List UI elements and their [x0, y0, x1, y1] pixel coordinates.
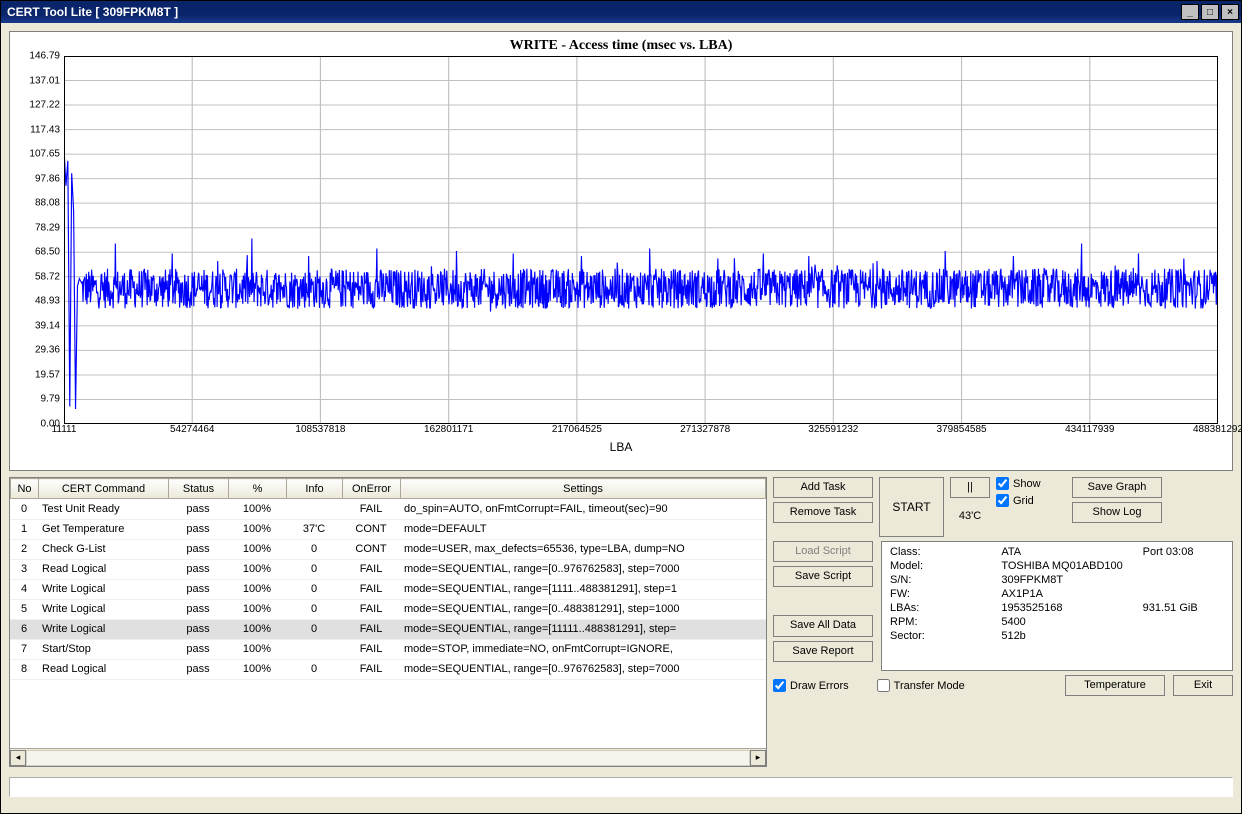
- pause-button[interactable]: ||: [950, 477, 990, 498]
- remove-task-button[interactable]: Remove Task: [773, 502, 873, 523]
- table-row[interactable]: 3Read Logicalpass100%0FAILmode=SEQUENTIA…: [10, 559, 766, 579]
- chart-title: WRITE - Access time (msec vs. LBA): [20, 38, 1222, 54]
- scroll-right-icon[interactable]: ▸: [750, 750, 766, 766]
- plot-area: 0.009.7919.5729.3639.1448.9358.7268.5078…: [64, 56, 1218, 424]
- load-script-button[interactable]: Load Script: [773, 541, 873, 562]
- table-row[interactable]: 2Check G-Listpass100%0CONTmode=USER, max…: [10, 539, 766, 559]
- maximize-button[interactable]: □: [1201, 4, 1219, 20]
- column-header[interactable]: No: [11, 479, 39, 499]
- add-task-button[interactable]: Add Task: [773, 477, 873, 498]
- transfer-mode-checkbox[interactable]: Transfer Mode: [877, 679, 965, 692]
- grid-checkbox[interactable]: Grid: [996, 494, 1066, 507]
- column-header[interactable]: Info: [287, 479, 343, 499]
- y-axis-labels: 0.009.7919.5729.3639.1448.9358.7268.5078…: [20, 56, 62, 424]
- titlebar: CERT Tool Lite [ 309FPKM8T ] _ □ ×: [1, 1, 1241, 23]
- show-log-button[interactable]: Show Log: [1072, 502, 1162, 523]
- x-axis-title: LBA: [20, 440, 1222, 454]
- control-panel: Add Task Remove Task START || 43'C Show …: [773, 477, 1233, 767]
- minimize-button[interactable]: _: [1181, 4, 1199, 20]
- temperature-display: 43'C: [950, 502, 990, 522]
- column-header[interactable]: %: [229, 479, 287, 499]
- chart-panel: WRITE - Access time (msec vs. LBA) 0.009…: [9, 31, 1233, 471]
- start-button[interactable]: START: [879, 477, 944, 537]
- progress-bar: [9, 777, 1233, 797]
- exit-button[interactable]: Exit: [1173, 675, 1233, 696]
- close-button[interactable]: ×: [1221, 4, 1239, 20]
- save-all-data-button[interactable]: Save All Data: [773, 615, 873, 636]
- horizontal-scrollbar[interactable]: ◂ ▸: [10, 748, 766, 766]
- table-row[interactable]: 1Get Temperaturepass100%37'CCONTmode=DEF…: [10, 519, 766, 539]
- scroll-left-icon[interactable]: ◂: [10, 750, 26, 766]
- table-row[interactable]: 0Test Unit Readypass100%FAILdo_spin=AUTO…: [10, 499, 766, 519]
- temperature-button[interactable]: Temperature: [1065, 675, 1165, 696]
- x-axis-labels: 1111154274464108537818162801171217064525…: [64, 424, 1218, 438]
- table-row[interactable]: 6Write Logicalpass100%0FAILmode=SEQUENTI…: [10, 619, 766, 639]
- window-title: CERT Tool Lite [ 309FPKM8T ]: [7, 5, 178, 19]
- table-row[interactable]: 7Start/Stoppass100%FAILmode=STOP, immedi…: [10, 639, 766, 659]
- command-table: NoCERT CommandStatus%InfoOnErrorSettings…: [9, 477, 767, 767]
- app-window: CERT Tool Lite [ 309FPKM8T ] _ □ × WRITE…: [0, 0, 1242, 814]
- column-header[interactable]: Settings: [401, 479, 766, 499]
- table-row[interactable]: 4Write Logicalpass100%0FAILmode=SEQUENTI…: [10, 579, 766, 599]
- column-header[interactable]: Status: [169, 479, 229, 499]
- table-row[interactable]: 8Read Logicalpass100%0FAILmode=SEQUENTIA…: [10, 659, 766, 679]
- column-header[interactable]: CERT Command: [39, 479, 169, 499]
- save-report-button[interactable]: Save Report: [773, 641, 873, 662]
- show-checkbox[interactable]: Show: [996, 477, 1066, 490]
- save-script-button[interactable]: Save Script: [773, 566, 873, 587]
- device-info-panel: Class:ATAPort 03:08 Model:TOSHIBA MQ01AB…: [881, 541, 1233, 671]
- save-graph-button[interactable]: Save Graph: [1072, 477, 1162, 498]
- table-row[interactable]: 5Write Logicalpass100%0FAILmode=SEQUENTI…: [10, 599, 766, 619]
- draw-errors-checkbox[interactable]: Draw Errors: [773, 679, 849, 692]
- column-header[interactable]: OnError: [343, 479, 401, 499]
